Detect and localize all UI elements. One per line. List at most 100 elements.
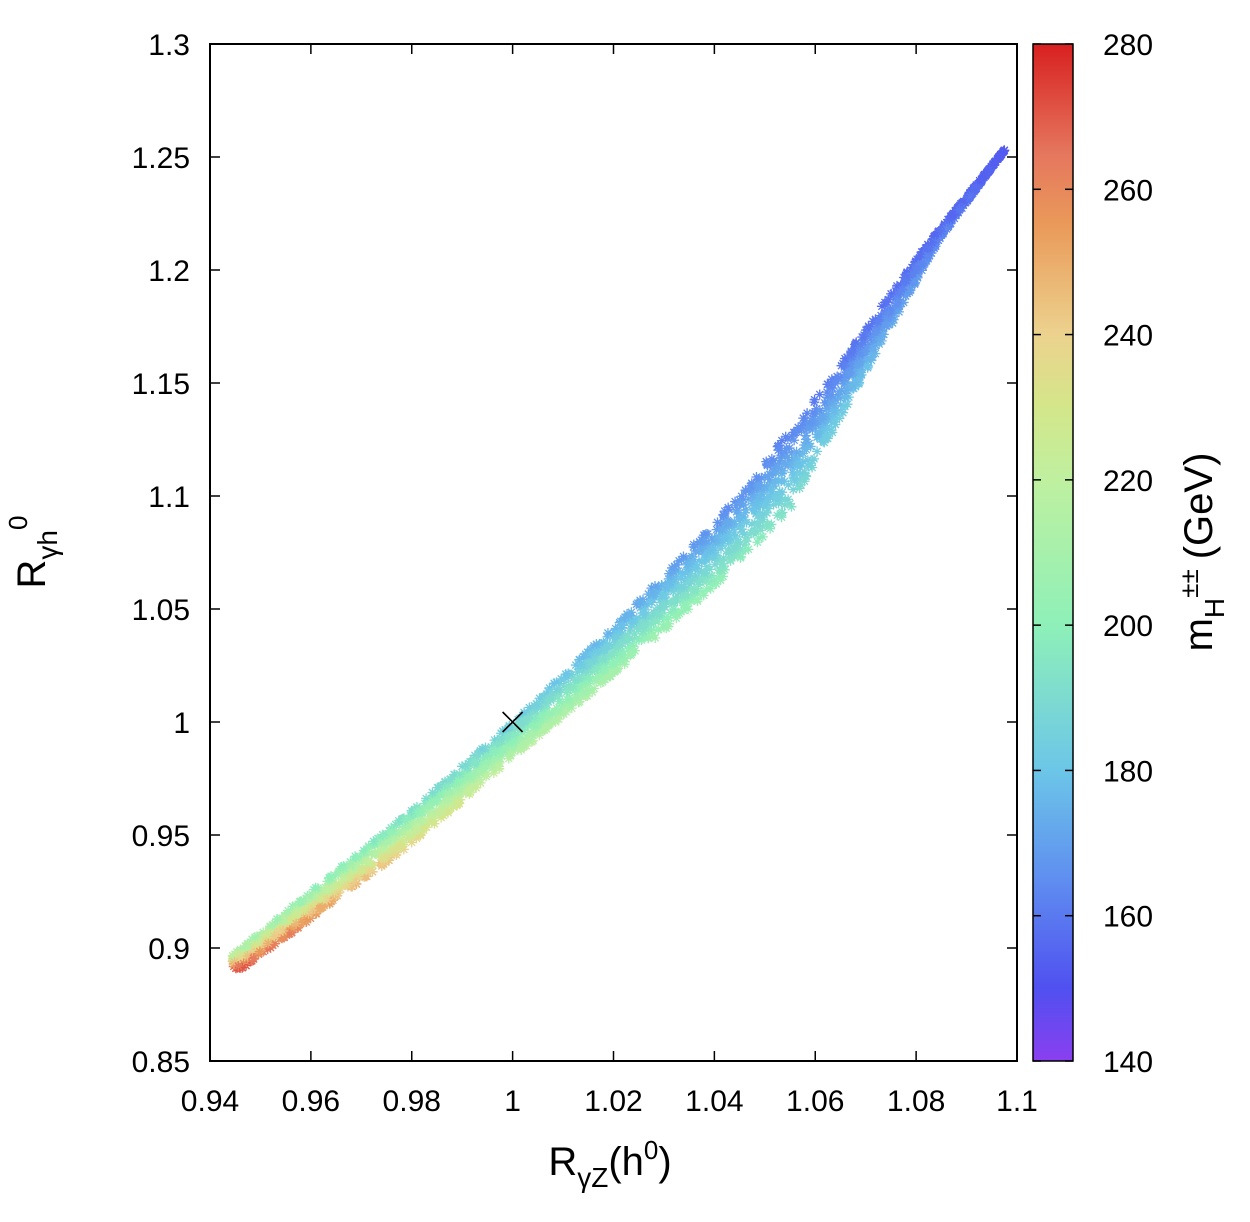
scatter-point bbox=[932, 227, 943, 238]
scatter-point bbox=[717, 524, 728, 535]
scatter-point bbox=[683, 577, 694, 588]
scatter-point bbox=[551, 677, 562, 688]
scatter-point bbox=[646, 597, 657, 608]
scatter-point bbox=[494, 761, 505, 772]
scatter-point bbox=[512, 744, 523, 755]
scatter-point bbox=[675, 573, 686, 584]
scatter-point bbox=[527, 730, 538, 741]
scatter-point bbox=[639, 632, 650, 643]
scatter-point bbox=[583, 664, 594, 675]
scatter-point bbox=[384, 829, 395, 840]
y-tick-label: 1.1 bbox=[148, 481, 190, 514]
scatter-point bbox=[585, 659, 596, 670]
plot-frame bbox=[209, 43, 1018, 1062]
scatter-point bbox=[630, 645, 641, 656]
scatter-point bbox=[690, 570, 701, 581]
scatter-point bbox=[260, 933, 271, 944]
scatter-point bbox=[422, 807, 433, 818]
scatter-point bbox=[801, 434, 812, 445]
scatter-point bbox=[758, 500, 769, 511]
scatter-point bbox=[779, 446, 790, 457]
scatter-point bbox=[310, 882, 321, 893]
scatter-point bbox=[517, 733, 528, 744]
scatter-point bbox=[839, 401, 850, 412]
scatter-point bbox=[528, 727, 539, 738]
scatter-point bbox=[565, 694, 576, 705]
scatter-point bbox=[876, 310, 887, 321]
scatter-point bbox=[338, 863, 349, 874]
scatter-point bbox=[310, 899, 321, 910]
scatter-point bbox=[419, 816, 430, 827]
scatter-point bbox=[584, 650, 595, 661]
scatter-point bbox=[900, 290, 911, 301]
scatter-point bbox=[862, 354, 873, 365]
scatter-point bbox=[384, 855, 395, 866]
scatter-point bbox=[337, 877, 348, 888]
scatter-point bbox=[802, 408, 813, 419]
scatter-point bbox=[908, 268, 919, 279]
x-tick-label: 1.04 bbox=[685, 1085, 743, 1118]
scatter-point bbox=[483, 756, 494, 767]
scatter-point bbox=[405, 810, 416, 821]
scatter-point bbox=[568, 681, 579, 692]
scatter-point bbox=[488, 767, 499, 778]
scatter-point bbox=[389, 834, 400, 845]
scatter-point bbox=[430, 788, 441, 799]
scatter-point bbox=[395, 828, 406, 839]
scatter-point bbox=[378, 830, 389, 841]
scatter-point bbox=[431, 805, 442, 816]
scatter-point bbox=[709, 574, 720, 585]
scatter-point bbox=[623, 643, 634, 654]
scatter-point bbox=[903, 285, 914, 296]
scatter-point bbox=[820, 433, 831, 444]
scatter-point bbox=[844, 361, 855, 372]
scatter-point bbox=[580, 665, 591, 676]
scatter-point bbox=[395, 841, 406, 852]
scatter-point bbox=[374, 845, 385, 856]
scatter-point bbox=[443, 800, 454, 811]
scatter-point bbox=[866, 332, 877, 343]
scatter-point bbox=[886, 288, 897, 299]
scatter-point bbox=[743, 544, 754, 555]
scatter-point bbox=[857, 337, 868, 348]
scatter-point bbox=[923, 244, 934, 255]
scatter-point bbox=[671, 580, 682, 591]
scatter-point bbox=[248, 953, 259, 964]
scatter-point bbox=[751, 472, 762, 483]
scatter-point bbox=[477, 759, 488, 770]
scatter-point bbox=[835, 400, 846, 411]
scatter-point bbox=[821, 387, 832, 398]
scatter-point bbox=[854, 347, 865, 358]
scatter-point bbox=[474, 767, 485, 778]
scatter-point bbox=[707, 579, 718, 590]
scatter-point bbox=[853, 360, 864, 371]
scatter-point bbox=[344, 872, 355, 883]
scatter-point bbox=[767, 486, 778, 497]
scatter-point bbox=[752, 537, 763, 548]
scatter-point bbox=[882, 313, 893, 324]
scatter-point bbox=[840, 370, 851, 381]
scatter-point bbox=[462, 770, 473, 781]
scatter-point bbox=[582, 690, 593, 701]
scatter-point bbox=[540, 723, 551, 734]
scatter-point bbox=[753, 481, 764, 492]
scatter-point bbox=[279, 921, 290, 932]
scatter-point bbox=[746, 519, 757, 530]
scatter-point bbox=[916, 258, 927, 269]
scatter-point bbox=[784, 498, 795, 509]
scatter-point bbox=[711, 534, 722, 545]
x-tick-label: 0.98 bbox=[383, 1085, 441, 1118]
scatter-point bbox=[240, 941, 251, 952]
scatter-point bbox=[444, 788, 455, 799]
scatter-point bbox=[460, 760, 471, 771]
scatter-point bbox=[616, 638, 627, 649]
scatter-point bbox=[943, 220, 954, 231]
scatter-point bbox=[767, 468, 778, 479]
scatter-point bbox=[381, 845, 392, 856]
scatter-point bbox=[499, 744, 510, 755]
scatter-point bbox=[402, 828, 413, 839]
scatter-point bbox=[850, 360, 861, 371]
scatter-point bbox=[941, 223, 952, 234]
scatter-point bbox=[472, 772, 483, 783]
scatter-point bbox=[537, 725, 548, 736]
